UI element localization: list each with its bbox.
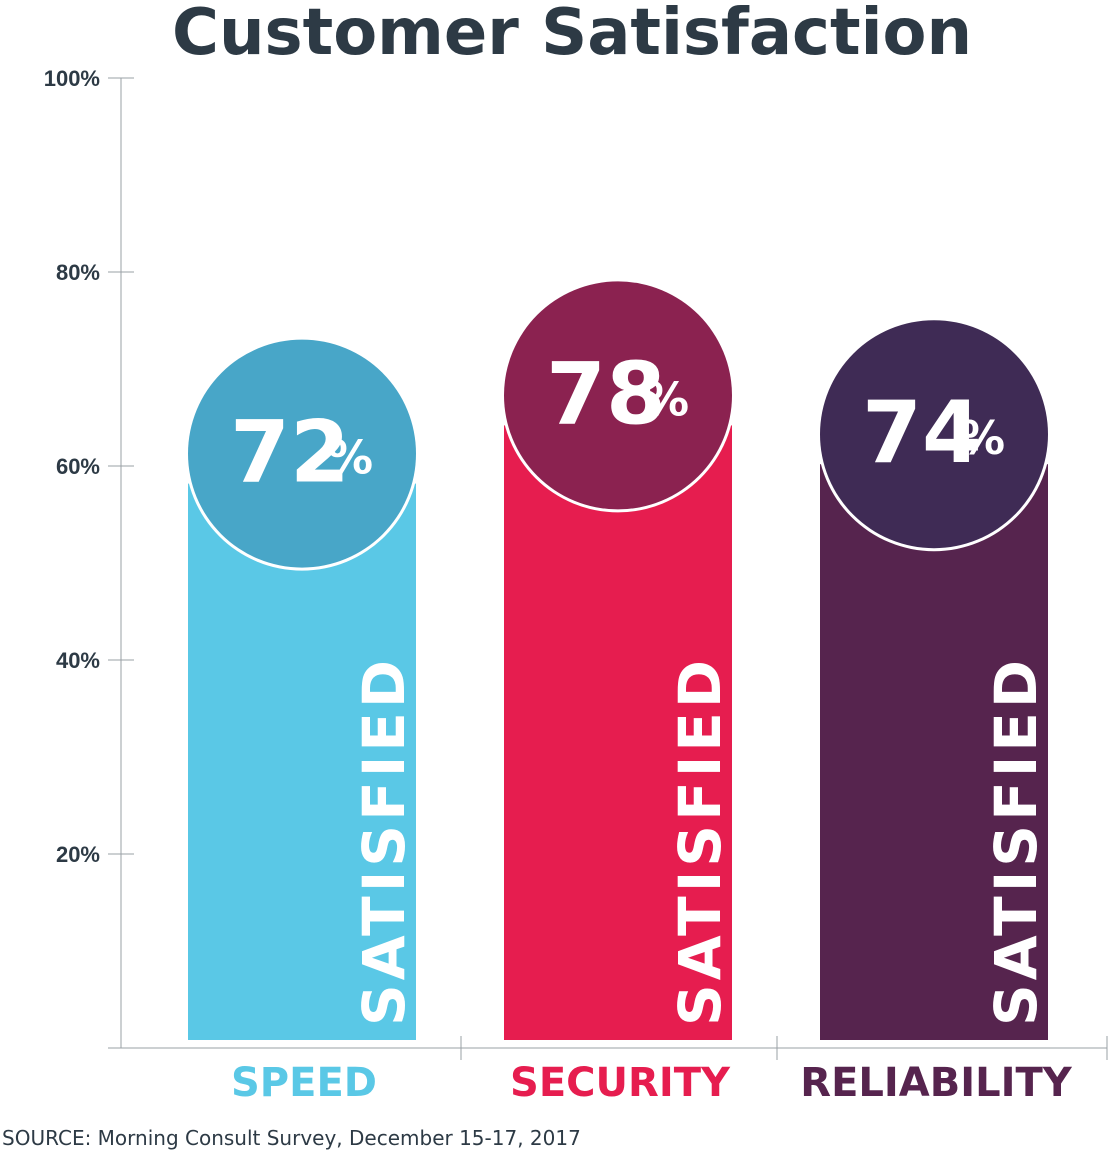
bar-circle <box>504 281 732 510</box>
category-label: SPEED <box>231 1060 377 1106</box>
bar-satisfied-label: SATISFIED <box>666 656 734 1026</box>
bar-circle <box>820 320 1048 549</box>
bar-satisfied-label: SATISFIED <box>350 656 418 1026</box>
source-note: SOURCE: Morning Consult Survey, December… <box>2 1126 581 1150</box>
bar-satisfied-label: SATISFIED <box>982 656 1050 1026</box>
data-label: 78 <box>546 344 666 444</box>
bar-group-speed: 72% SATISFIED SPEED <box>185 336 419 1106</box>
bar <box>820 464 1048 1040</box>
data-label: 72 <box>230 403 350 503</box>
data-label-percent: % <box>959 411 1005 465</box>
bar-circle <box>188 339 416 568</box>
bars: 72% SATISFIED SPEED 78% SATISFIED SECURITY 74%… <box>185 278 1073 1106</box>
bar-group-reliability: 74% SATISFIED RELIABILITY <box>800 317 1073 1106</box>
bar <box>504 425 732 1040</box>
y-tick-label: 60% <box>56 454 100 479</box>
y-tick-label: 80% <box>56 260 100 285</box>
category-label: RELIABILITY <box>800 1060 1072 1106</box>
data-label-percent: % <box>643 372 689 426</box>
y-tick-label: 20% <box>56 842 100 867</box>
bar-group-security: 78% SATISFIED SECURITY <box>501 278 735 1106</box>
data-label-percent: % <box>327 431 373 485</box>
y-tick-label: 100% <box>44 66 100 91</box>
chart-title: Customer Satisfaction <box>172 0 972 70</box>
y-tick-label: 40% <box>56 648 100 673</box>
data-label: 74 <box>862 383 982 483</box>
category-label: SECURITY <box>510 1060 731 1106</box>
bar <box>188 483 416 1041</box>
axes: 20% 40% 60% 80% 100% <box>44 66 1108 1060</box>
